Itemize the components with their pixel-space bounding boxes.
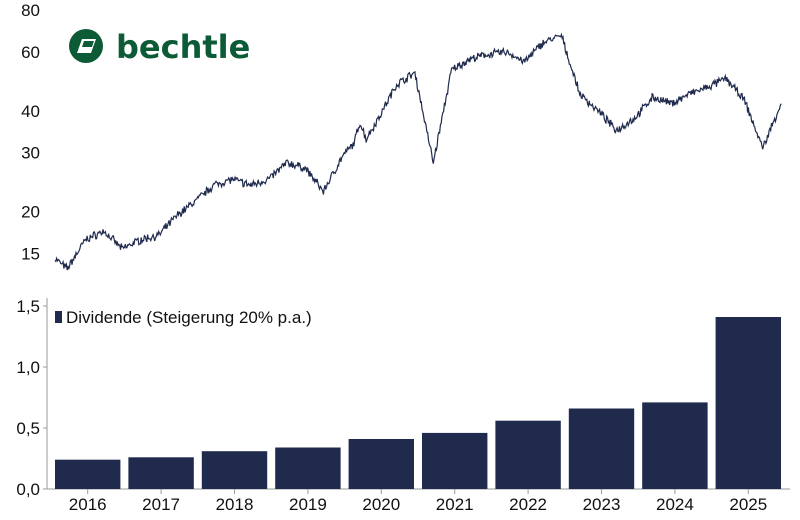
dividend-bar <box>201 451 268 489</box>
dividend-legend: Dividende (Steigerung 20% p.a.) <box>55 308 312 327</box>
dividend-y-axis: 0,0 0,5 1,0 1,5 <box>16 297 47 499</box>
legend-swatch <box>55 311 62 323</box>
year-tick-label: 2024 <box>656 495 694 514</box>
dividend-bar <box>128 457 194 489</box>
dividend-y-tick-label: 1,5 <box>16 297 40 316</box>
dividend-bar <box>422 432 488 489</box>
price-y-tick-label: 30 <box>21 144 40 163</box>
dividend-bar <box>275 447 341 489</box>
year-tick-label: 2018 <box>216 495 254 514</box>
year-tick-label: 2025 <box>729 495 767 514</box>
dividend-bar <box>495 420 561 489</box>
price-y-tick-label: 20 <box>21 203 40 222</box>
dividend-bar <box>55 459 121 489</box>
year-tick-label: 2020 <box>362 495 400 514</box>
year-tick-label: 2022 <box>509 495 547 514</box>
dividend-y-tick-label: 0,5 <box>16 419 40 438</box>
bechtle-logo-text: bechtle <box>116 28 250 66</box>
dividend-bar <box>568 408 635 489</box>
price-y-tick-label: 40 <box>21 102 40 121</box>
price-series-line <box>54 32 782 271</box>
dividend-y-tick-label: 0,0 <box>16 480 40 499</box>
year-tick-label: 2017 <box>142 495 180 514</box>
dividend-bar-panel: 0,0 0,5 1,0 1,5 2016 2017 2018 2019 2020 2021 202… <box>16 297 790 514</box>
dividend-y-tick-label: 1,0 <box>16 358 40 377</box>
dividend-bar <box>715 317 781 489</box>
dividend-bars <box>55 317 781 489</box>
price-y-tick-label: 60 <box>21 43 40 62</box>
dividend-bar <box>642 402 708 489</box>
price-y-tick-label: 15 <box>21 245 40 264</box>
bechtle-logo-icon <box>69 29 103 63</box>
price-y-axis: 15 20 30 40 60 80 <box>21 1 40 264</box>
legend-label: Dividende (Steigerung 20% p.a.) <box>66 308 312 327</box>
year-tick-label: 2023 <box>583 495 621 514</box>
price-y-tick-label: 80 <box>21 1 40 20</box>
bechtle-logo: bechtle <box>69 28 250 66</box>
year-x-axis: 2016 2017 2018 2019 2020 2021 2022 2023 2024 2025 <box>69 489 767 514</box>
year-tick-label: 2021 <box>436 495 474 514</box>
price-line-panel: 15 20 30 40 60 80 <box>21 1 782 271</box>
year-tick-label: 2016 <box>69 495 107 514</box>
dividend-bar <box>348 439 414 489</box>
year-tick-label: 2019 <box>289 495 327 514</box>
